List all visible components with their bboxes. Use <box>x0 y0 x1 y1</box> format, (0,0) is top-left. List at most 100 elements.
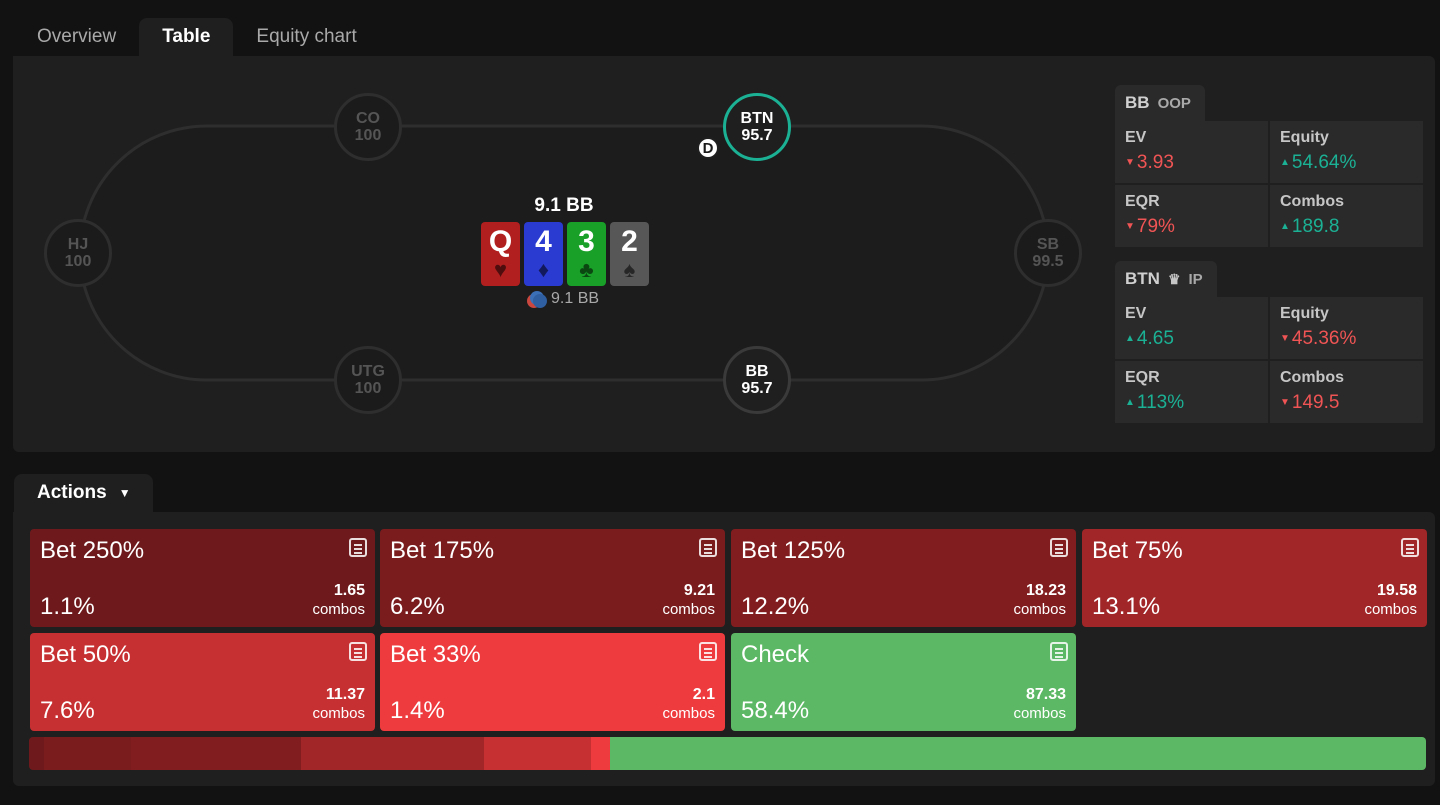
combos-count: 1.65 <box>333 582 365 599</box>
action-tile[interactable]: Bet 33% 1.4% 2.1 combos <box>380 633 725 731</box>
action-tile[interactable]: Bet 125% 12.2% 18.23 combos <box>731 529 1076 627</box>
seat-hj[interactable]: HJ 100 <box>44 219 112 287</box>
frequency-segment <box>610 737 1426 770</box>
stat-value: ▲ 4.65 <box>1125 328 1268 350</box>
seat-position: HJ <box>67 236 89 253</box>
stat-number: 113% <box>1136 392 1185 413</box>
tab-table[interactable]: Table <box>139 18 234 56</box>
seat-stack: 95.7 <box>741 127 773 144</box>
stat-value: ▲ 189.8 <box>1280 216 1423 238</box>
frequency-segment <box>44 737 131 770</box>
notes-icon[interactable] <box>1050 538 1068 557</box>
notes-icon[interactable] <box>1401 538 1419 557</box>
action-name: Bet 75% <box>1092 537 1183 564</box>
action-name: Bet 125% <box>741 537 846 564</box>
spade-icon: ♠ <box>623 257 636 282</box>
stat-value: ▲ 113% <box>1125 392 1268 414</box>
stats-position: BTN <box>1125 269 1160 288</box>
stats-grid: EV ▼ 3.93 Equity ▲ 54.64% EQR ▼ 79% Combos … <box>1115 121 1423 247</box>
action-tile[interactable]: Bet 75% 13.1% 19.58 combos <box>1082 529 1427 627</box>
action-frequency: 6.2% <box>390 593 445 620</box>
combos-word: combos <box>312 601 365 618</box>
stat-number: 54.64% <box>1291 152 1357 173</box>
tab-overview[interactable]: Overview <box>37 26 117 47</box>
stat-number: 79% <box>1136 216 1175 237</box>
club-icon: ♣ <box>579 257 594 282</box>
table-panel: CO 100 BTN 95.7 D HJ 100 SB 99.5 UTG 100… <box>13 56 1435 452</box>
chips-amount: 9.1 BB <box>551 290 600 307</box>
tab-equity-chart[interactable]: Equity chart <box>256 26 357 47</box>
action-name: Check <box>741 641 810 668</box>
stat-number: 149.5 <box>1291 392 1340 413</box>
arrow-down-icon: ▼ <box>1125 157 1135 168</box>
action-combos: 1.65 combos <box>312 581 365 619</box>
seat-stack: 100 <box>354 380 382 397</box>
seat-utg[interactable]: UTG 100 <box>334 346 402 414</box>
action-tile[interactable]: Bet 50% 7.6% 11.37 combos <box>30 633 375 731</box>
arrow-up-icon: ▲ <box>1125 397 1135 408</box>
stat-value: ▼ 3.93 <box>1125 152 1268 174</box>
action-combos: 19.58 combos <box>1364 581 1417 619</box>
stats-position-type: OOP <box>1157 94 1191 112</box>
notes-icon[interactable] <box>1050 642 1068 661</box>
stat-eqr: EQR ▼ 79% <box>1115 185 1268 247</box>
stat-label: EV <box>1125 129 1147 146</box>
frequency-segment <box>590 737 611 770</box>
seat-position: UTG <box>351 363 385 380</box>
action-frequency: 13.1% <box>1092 593 1161 620</box>
stat-equity: Equity ▲ 54.64% <box>1270 121 1423 183</box>
action-frequency: 58.4% <box>741 697 810 724</box>
stat-label: EV <box>1125 305 1147 322</box>
stat-label: EQR <box>1125 193 1160 210</box>
stat-label: Equity <box>1280 129 1329 146</box>
stat-value: ▼ 79% <box>1125 216 1268 238</box>
frequency-segment <box>29 737 45 770</box>
stat-value: ▼ 149.5 <box>1280 392 1423 414</box>
stat-ev: EV ▼ 3.93 <box>1115 121 1268 183</box>
actions-label: Actions <box>37 482 107 503</box>
seat-sb[interactable]: SB 99.5 <box>1014 219 1082 287</box>
notes-icon[interactable] <box>699 642 717 661</box>
stat-eqr: EQR ▲ 113% <box>1115 361 1268 423</box>
card-rank: Q <box>488 225 513 258</box>
action-combos: 9.21 combos <box>662 581 715 619</box>
stat-value: ▲ 54.64% <box>1280 152 1423 174</box>
pot-chips: 9.1 BB <box>527 290 599 308</box>
action-name: Bet 175% <box>390 537 495 564</box>
frequency-segment <box>484 737 591 770</box>
arrow-down-icon: ▼ <box>1280 333 1290 344</box>
seat-bb[interactable]: BB 95.7 <box>723 346 791 414</box>
notes-icon[interactable] <box>349 538 367 557</box>
stat-number: 45.36% <box>1291 328 1357 349</box>
action-frequency: 12.2% <box>741 593 810 620</box>
board-card: 2 ♠ <box>610 222 649 286</box>
notes-icon[interactable] <box>699 538 717 557</box>
stats-btn: BTN ♛ IP EV ▲ 4.65 Equity ▼ 45.36% EQR ▲ 11… <box>1115 261 1423 423</box>
action-name: Bet 33% <box>390 641 481 668</box>
board-card: Q ♥ <box>481 222 520 286</box>
seat-co[interactable]: CO 100 <box>334 93 402 161</box>
action-tile[interactable]: Bet 175% 6.2% 9.21 combos <box>380 529 725 627</box>
view-tabs: Overview Table Equity chart <box>14 18 380 56</box>
stats-bb: BB OOP EV ▼ 3.93 Equity ▲ 54.64% EQR ▼ 79% … <box>1115 85 1423 247</box>
actions-dropdown[interactable]: Actions ▼ <box>14 474 153 512</box>
stat-number: 189.8 <box>1291 216 1340 237</box>
notes-icon[interactable] <box>349 642 367 661</box>
seat-stack: 100 <box>354 127 382 144</box>
combos-count: 9.21 <box>683 582 715 599</box>
caret-down-icon: ▼ <box>118 486 131 500</box>
pot-size: 9.1 BB <box>534 195 594 216</box>
combos-word: combos <box>312 705 365 722</box>
stat-number: 4.65 <box>1136 328 1174 349</box>
action-combos: 87.33 combos <box>1013 685 1066 723</box>
action-tile[interactable]: Bet 250% 1.1% 1.65 combos <box>30 529 375 627</box>
combos-count: 11.37 <box>325 686 365 703</box>
stat-number: 3.93 <box>1136 152 1174 173</box>
card-rank: 4 <box>535 225 552 258</box>
frequency-segment <box>301 737 485 770</box>
action-tile[interactable]: Check 58.4% 87.33 combos <box>731 633 1076 731</box>
combos-count: 19.58 <box>1376 582 1417 599</box>
action-name: Bet 50% <box>40 641 131 668</box>
stat-value: ▼ 45.36% <box>1280 328 1423 350</box>
seat-btn[interactable]: BTN 95.7 <box>723 93 791 161</box>
